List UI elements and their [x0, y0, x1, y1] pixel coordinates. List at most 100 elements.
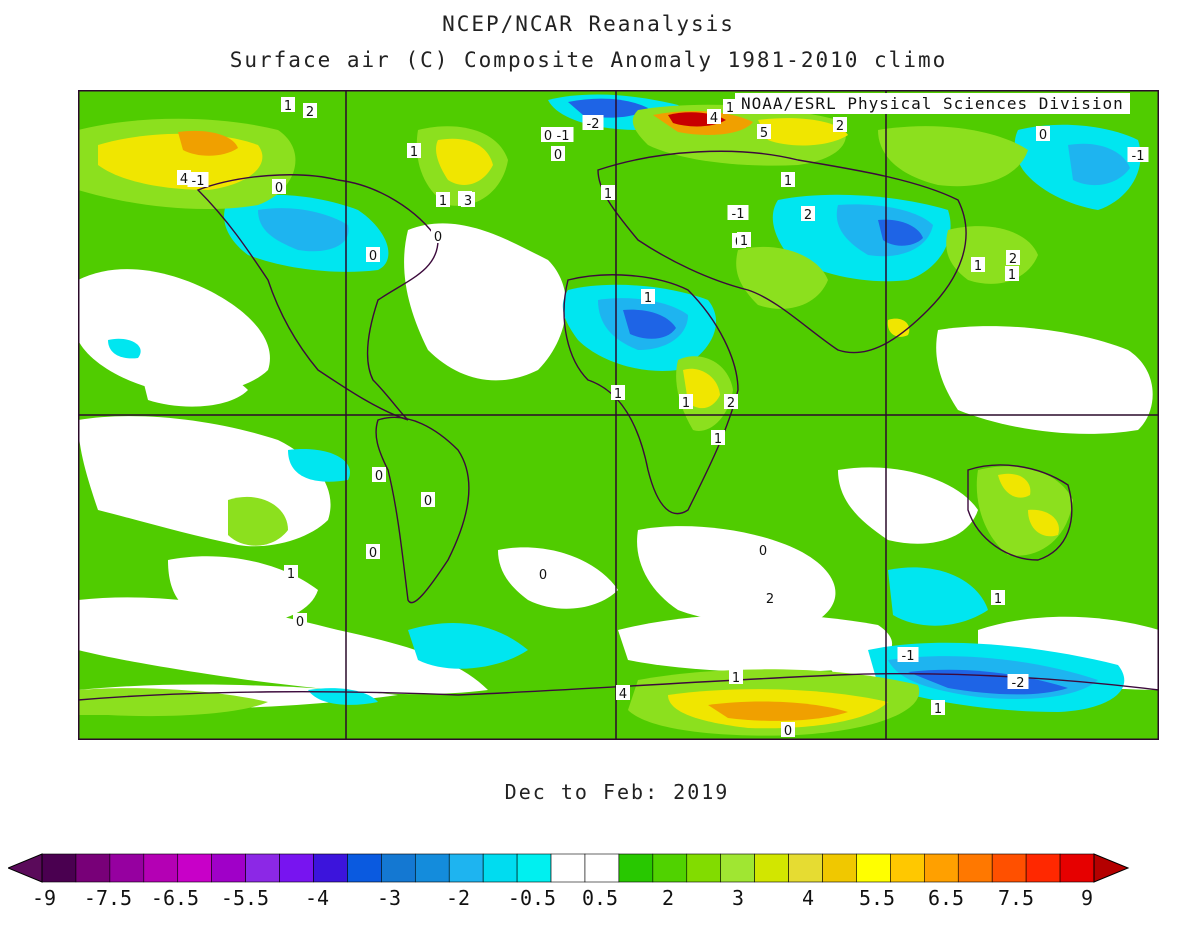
colorbar-cell — [414, 853, 450, 883]
colorbar-cell — [448, 853, 484, 883]
svg-text:0: 0 — [424, 494, 432, 509]
svg-text:1: 1 — [934, 702, 942, 717]
colorbar-cell — [991, 853, 1027, 883]
svg-text:0: 0 — [784, 724, 792, 739]
svg-text:1: 1 — [284, 99, 292, 114]
svg-text:-2: -2 — [1012, 676, 1025, 691]
svg-text:1: 1 — [732, 671, 740, 686]
colorbar-cell — [177, 853, 212, 883]
contour-label: 0 — [1036, 126, 1050, 143]
colorbar-tick-label: 0.5 — [581, 886, 619, 910]
contour-label: -1 — [187, 172, 209, 189]
contour-label: 1 — [407, 143, 421, 160]
contour-label: 1 — [436, 192, 450, 209]
contour-label: 1 — [679, 394, 693, 411]
svg-text:2: 2 — [306, 105, 314, 120]
svg-text:1: 1 — [726, 101, 734, 116]
svg-text:0: 0 — [369, 249, 377, 264]
anomaly-map: 12-241520-11011-1420132-1011210-10011211… — [78, 90, 1159, 740]
colorbar-cell — [788, 853, 823, 883]
colorbar-cell — [516, 853, 552, 883]
contour-label: 0 — [293, 613, 307, 630]
svg-text:0: 0 — [375, 469, 383, 484]
svg-text:-2: -2 — [587, 117, 600, 132]
colorbar-cell — [245, 853, 280, 883]
contour-label: 4 — [177, 170, 191, 187]
colorbar-tick-label: -5.5 — [220, 886, 270, 910]
svg-text:1: 1 — [439, 194, 447, 209]
contour-label: 1 — [729, 669, 743, 686]
colorbar-cell — [856, 853, 891, 883]
contour-label: 0 — [551, 146, 565, 163]
svg-text:-1: -1 — [557, 129, 570, 144]
colorbar-cell — [957, 853, 993, 883]
svg-text:0: 0 — [759, 544, 767, 559]
colorbar-cell — [279, 853, 314, 883]
svg-text:1: 1 — [714, 432, 722, 447]
colorbar-cell — [41, 853, 77, 883]
colorbar-tick-label: -0.5 — [507, 886, 557, 910]
colorbar-cell — [75, 853, 111, 883]
svg-text:0: 0 — [369, 546, 377, 561]
contour-label: 0 — [372, 467, 386, 484]
contour-label: 2 — [1006, 250, 1020, 267]
svg-text:-1: -1 — [192, 174, 205, 189]
contour-label: 2 — [724, 394, 738, 411]
contour-label: -2 — [1007, 674, 1029, 691]
contour-label: 1 — [611, 385, 625, 402]
contour-label: 0 — [756, 542, 770, 559]
contour-label: 2 — [303, 103, 317, 120]
colorbar-cell — [822, 853, 857, 883]
chart-title: NCEP/NCAR Reanalysis — [442, 12, 735, 36]
svg-text:0: 0 — [1039, 128, 1047, 143]
contour-label: 1 — [284, 565, 298, 582]
svg-text:1: 1 — [410, 145, 418, 160]
chart-subtitle: Surface air (C) Composite Anomaly 1981-2… — [229, 48, 948, 72]
contour-label: 1 — [601, 185, 615, 202]
colorbar-cell — [686, 853, 722, 883]
contour-label: 0 — [536, 566, 550, 583]
colorbar-tick-label: -2 — [445, 886, 471, 910]
contour-label: 1 — [781, 172, 795, 189]
graticule — [78, 90, 1159, 740]
contour-label: 2 — [833, 117, 847, 134]
contour-label: 1 — [991, 590, 1005, 607]
contour-label: 1 — [971, 257, 985, 274]
colorbar-cell — [550, 853, 586, 883]
svg-text:1: 1 — [784, 174, 792, 189]
svg-text:1: 1 — [974, 259, 982, 274]
colorbar-tick-label: 4 — [801, 886, 815, 910]
contour-label: 1 — [931, 700, 945, 717]
svg-text:1: 1 — [614, 387, 622, 402]
colorbar-cell — [754, 853, 789, 883]
contour-label: 0 — [781, 722, 795, 739]
cold-regions — [108, 94, 1141, 712]
colorbar — [8, 853, 1130, 883]
svg-text:-1: -1 — [1132, 149, 1145, 164]
colorbar-tick-label: 5.5 — [858, 886, 896, 910]
colorbar-left-arrow — [8, 853, 43, 883]
svg-text:-1: -1 — [902, 649, 915, 664]
colorbar-cell — [347, 853, 382, 883]
colorbar-cell — [482, 853, 518, 883]
contour-label: 0 — [431, 228, 445, 245]
svg-text:1: 1 — [994, 592, 1002, 607]
contour-label: -1 — [897, 647, 919, 664]
coastlines — [78, 150, 1159, 701]
colorbar-tick-label: -7.5 — [83, 886, 133, 910]
svg-text:0: 0 — [539, 568, 547, 583]
svg-text:2: 2 — [1009, 252, 1017, 267]
contour-label: 1 — [281, 97, 295, 114]
svg-text:4: 4 — [619, 687, 627, 702]
contour-label: 2 — [763, 590, 777, 607]
period-label: Dec to Feb: 2019 — [504, 780, 730, 804]
colorbar-cell — [720, 853, 755, 883]
svg-text:0: 0 — [275, 181, 283, 196]
contour-label: 3 — [461, 192, 475, 209]
svg-text:2: 2 — [804, 208, 812, 223]
colorbar-right-arrow — [1093, 853, 1130, 883]
svg-text:3: 3 — [464, 194, 472, 209]
colorbar-tick-label: -9 — [31, 886, 57, 910]
colorbar-cell — [584, 853, 620, 883]
contour-label: 4 — [707, 109, 721, 126]
